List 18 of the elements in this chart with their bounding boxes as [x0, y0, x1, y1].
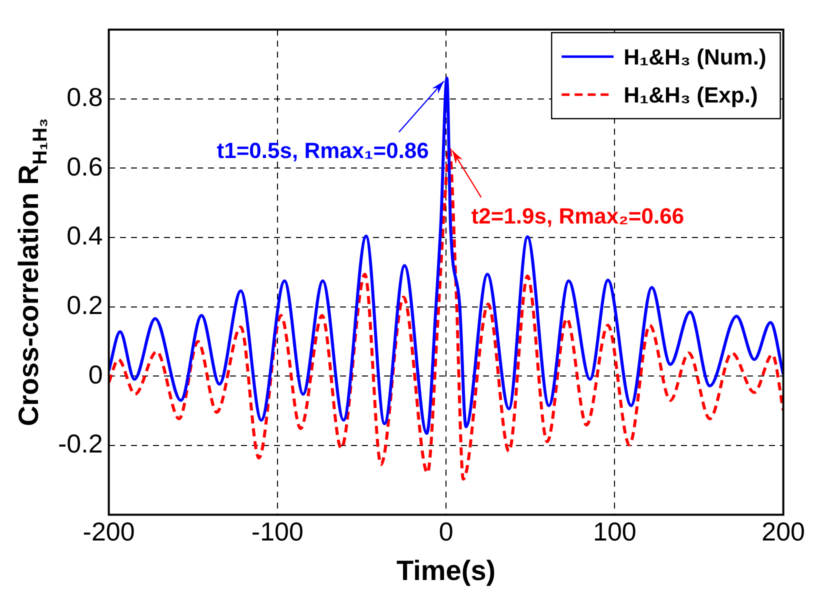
- x-axis-title: Time(s): [396, 555, 496, 586]
- x-tick-label: 200: [762, 516, 806, 547]
- y-tick-label: 0.8: [66, 82, 103, 112]
- x-tick-label: -200: [82, 516, 135, 547]
- line-series: [108, 76, 784, 435]
- x-tick-label: -100: [251, 516, 304, 547]
- x-tick-label: 0: [438, 516, 454, 547]
- x-tick-label: 100: [592, 516, 636, 547]
- y-axis-title: Cross-correlation RH₁H₃: [13, 118, 52, 426]
- y-tick-label: 0.2: [66, 290, 103, 320]
- y-tick-label: 0.4: [66, 220, 103, 251]
- legend-label: H₁&H₃ (Num.): [624, 44, 766, 70]
- y-tick-label: 0.6: [66, 151, 103, 182]
- annotation: t2=1.9s, Rmax₂=0.66: [471, 203, 684, 228]
- y-tick-label: 0: [88, 359, 103, 390]
- legend-label: H₁&H₃ (Exp.): [624, 82, 758, 108]
- y-tick-label: -0.2: [58, 428, 103, 459]
- annotation: t1=0.5s, Rmax₁=0.86: [216, 138, 429, 164]
